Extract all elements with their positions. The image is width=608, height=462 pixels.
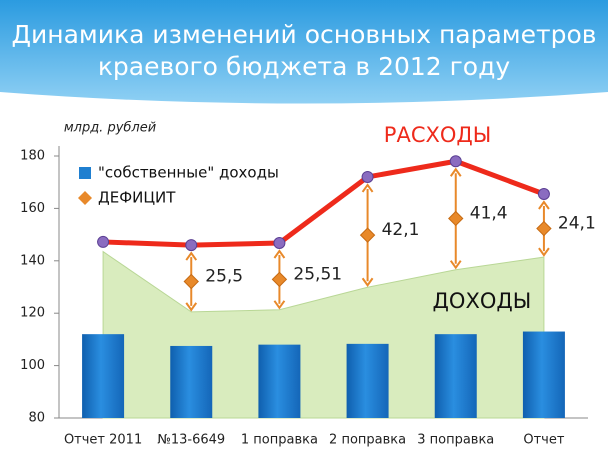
bar bbox=[170, 345, 213, 418]
y-tick-label: 100 bbox=[20, 358, 45, 373]
data-label: 42,1 bbox=[382, 220, 420, 240]
series-label: ДОХОДЫ bbox=[433, 289, 532, 313]
y-tick-label: 80 bbox=[28, 411, 45, 426]
title-line: Динамика изменений основных параметров bbox=[11, 20, 596, 49]
arrow-head bbox=[361, 277, 374, 287]
deficit-marker bbox=[183, 273, 199, 290]
data-label: 41,4 bbox=[470, 203, 508, 223]
x-tick-label: №13-6649 bbox=[157, 433, 225, 448]
data-label: 25,51 bbox=[293, 264, 342, 284]
expense-marker bbox=[97, 235, 110, 248]
expense-marker bbox=[449, 155, 462, 168]
deficit-marker bbox=[536, 220, 552, 237]
legend-swatch bbox=[78, 191, 92, 205]
y-tick-label: 120 bbox=[20, 306, 45, 321]
bar bbox=[522, 331, 565, 418]
deficit-marker bbox=[448, 210, 464, 227]
expense-marker bbox=[273, 236, 286, 249]
header-band bbox=[0, 0, 608, 104]
arrow-head bbox=[273, 300, 286, 310]
arrow-head bbox=[185, 302, 198, 312]
arrow-head bbox=[185, 251, 198, 261]
arrow-head bbox=[273, 249, 286, 259]
data-label: 24,1 bbox=[558, 214, 596, 234]
arrow-head bbox=[449, 260, 462, 270]
deficit-marker bbox=[359, 227, 376, 243]
legend-swatch bbox=[79, 167, 91, 179]
bar bbox=[258, 344, 301, 418]
expense-line bbox=[102, 158, 545, 248]
bar bbox=[346, 343, 389, 418]
expense-marker bbox=[537, 187, 550, 200]
x-tick-label: 1 поправка bbox=[241, 433, 318, 448]
bar bbox=[434, 334, 477, 418]
arrow-head bbox=[538, 200, 550, 210]
legend-label: "собственные" доходы bbox=[98, 164, 279, 182]
arrow-head bbox=[538, 247, 550, 257]
series-label: РАСХОДЫ bbox=[384, 123, 492, 147]
bar bbox=[82, 334, 125, 418]
deficit-marker bbox=[271, 271, 288, 288]
arrow-head bbox=[449, 167, 462, 177]
x-tick-label: Отчет bbox=[523, 433, 564, 448]
arrow-head bbox=[361, 183, 374, 193]
expense-marker bbox=[361, 170, 374, 183]
title-line: краевого бюджета в 2012 году bbox=[98, 52, 511, 81]
x-tick-label: Отчет 2011 bbox=[64, 433, 142, 448]
x-tick-label: 3 поправка bbox=[417, 433, 494, 448]
data-label: 25,5 bbox=[205, 266, 243, 286]
x-tick-label: 2 поправка bbox=[329, 433, 406, 448]
y-tick-label: 160 bbox=[20, 201, 45, 216]
y-tick-label: 180 bbox=[20, 149, 45, 164]
y-tick-label: 140 bbox=[20, 253, 45, 268]
expense-marker bbox=[185, 239, 198, 252]
legend-label: ДЕФИЦИТ bbox=[98, 189, 176, 207]
y-axis-label: млрд. рублей bbox=[64, 121, 156, 136]
